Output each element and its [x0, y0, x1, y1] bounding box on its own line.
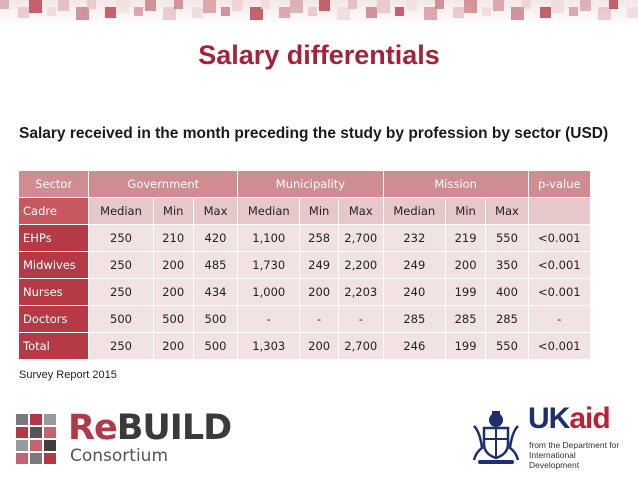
column-header: Max — [193, 198, 238, 224]
table-cell: 1,730 — [238, 252, 300, 278]
table-cell: 2,700 — [338, 333, 383, 359]
table-cell: 400 — [486, 279, 528, 305]
table-cell: 232 — [383, 225, 445, 251]
decorative-checker-band — [0, 0, 638, 26]
ukaid-logo: UKaid from the Department for Internatio… — [470, 402, 620, 474]
table-row: Midwives 250 200 485 1,730 249 2,200 249 200 350 <… — [19, 252, 590, 278]
table-cell: 199 — [445, 333, 486, 359]
salary-table: Sector Government Municipality Mission p… — [18, 170, 591, 360]
table-cell: 200 — [153, 333, 193, 359]
rebuild-wordmark: ReBUILD — [68, 408, 232, 448]
column-header: Max — [338, 198, 383, 224]
table-cell: 199 — [445, 279, 486, 305]
table-cell: 350 — [486, 252, 528, 278]
royal-crest-icon — [472, 411, 520, 464]
municipality-header: Municipality — [238, 171, 383, 197]
table-cell: 200 — [445, 252, 486, 278]
ukaid-wordmark: UKaid — [528, 402, 611, 435]
cadre-cell: EHPs — [19, 225, 89, 251]
table-cell: 258 — [300, 225, 338, 251]
table-cell: 434 — [193, 279, 238, 305]
table-cell: 500 — [193, 306, 238, 332]
table-cell: 219 — [445, 225, 486, 251]
table-cell: 250 — [89, 252, 153, 278]
table-cell: - — [300, 306, 338, 332]
table-cell: 500 — [153, 306, 193, 332]
table-cell: 550 — [486, 225, 528, 251]
table-cell: 500 — [193, 333, 238, 359]
table-cell: 249 — [300, 252, 338, 278]
table-caption: Salary received in the month preceding t… — [19, 125, 609, 142]
table-cell: <0.001 — [528, 333, 590, 359]
table-cell: 246 — [383, 333, 445, 359]
table-cell: 210 — [153, 225, 193, 251]
table-cell: 250 — [89, 333, 153, 359]
table-cell: 285 — [383, 306, 445, 332]
table-cell: 1,100 — [238, 225, 300, 251]
column-header: Median — [238, 198, 300, 224]
table-cell: 1,000 — [238, 279, 300, 305]
column-header: Max — [486, 198, 528, 224]
table-cell: 200 — [300, 279, 338, 305]
ukaid-tagline: from the Department for International De… — [529, 440, 620, 470]
source-note: Survey Report 2015 — [19, 369, 117, 381]
column-header: Median — [89, 198, 153, 224]
government-header: Government — [89, 171, 238, 197]
table-cell: 285 — [486, 306, 528, 332]
table-cell: <0.001 — [528, 252, 590, 278]
column-header-row: Cadre Median Min Max Median Min Max Medi… — [19, 198, 590, 224]
sector-label: Sector — [19, 171, 89, 197]
slide-title: Salary differentials — [198, 40, 440, 70]
table-cell: <0.001 — [528, 225, 590, 251]
p-value-header: p-value — [528, 171, 590, 197]
table-cell: 485 — [193, 252, 238, 278]
table-cell: 285 — [445, 306, 486, 332]
column-header — [528, 198, 590, 224]
table-cell: 240 — [383, 279, 445, 305]
table-cell: 2,203 — [338, 279, 383, 305]
column-header: Median — [383, 198, 445, 224]
table-row: Doctors 500 500 500- - -285 285 285- — [19, 306, 590, 332]
table-cell: 250 — [89, 279, 153, 305]
cadre-header: Cadre — [19, 198, 89, 224]
column-header: Min — [445, 198, 486, 224]
mission-header: Mission — [383, 171, 528, 197]
cadre-cell: Total — [19, 333, 89, 359]
table-cell: 500 — [89, 306, 153, 332]
table-cell: 250 — [89, 225, 153, 251]
cadre-cell: Midwives — [19, 252, 89, 278]
sector-header-row: Sector Government Municipality Mission p… — [19, 171, 590, 197]
total-row: Total 250 200 500 1,303 200 2,700 246 199 550 <0.0… — [19, 333, 590, 359]
column-header: Min — [300, 198, 338, 224]
table-cell: - — [528, 306, 590, 332]
table-cell: 200 — [153, 252, 193, 278]
table-cell: 200 — [300, 333, 338, 359]
table-row: Nurses 250 200 434 1,000 200 2,203 240 199 400 <0.… — [19, 279, 590, 305]
table-cell: - — [238, 306, 300, 332]
table-cell: 249 — [383, 252, 445, 278]
table-cell: - — [338, 306, 383, 332]
table-cell: 2,200 — [338, 252, 383, 278]
table-cell: 550 — [486, 333, 528, 359]
table-cell: <0.001 — [528, 279, 590, 305]
table-cell: 1,303 — [238, 333, 300, 359]
column-header: Min — [153, 198, 193, 224]
table-cell: 200 — [153, 279, 193, 305]
cadre-cell: Nurses — [19, 279, 89, 305]
cadre-cell: Doctors — [19, 306, 89, 332]
consortium-wordmark: Consortium — [70, 446, 169, 466]
rebuild-consortium-logo: ReBUILD Consortium — [16, 408, 232, 468]
table-cell: 420 — [193, 225, 238, 251]
table-row: EHPs 250 210 420 1,100 258 2,700 232 219 550 <0.00… — [19, 225, 590, 251]
table-cell: 2,700 — [338, 225, 383, 251]
